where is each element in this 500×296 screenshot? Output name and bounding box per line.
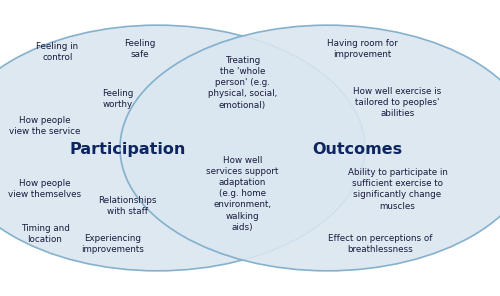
Text: Feeling
worthy: Feeling worthy bbox=[102, 89, 133, 109]
Text: Feeling
safe: Feeling safe bbox=[124, 39, 156, 59]
Text: Having room for
improvement: Having room for improvement bbox=[327, 39, 398, 59]
Ellipse shape bbox=[0, 25, 365, 271]
Ellipse shape bbox=[120, 25, 500, 271]
Text: Feeling in
control: Feeling in control bbox=[36, 42, 78, 62]
Text: Outcomes: Outcomes bbox=[312, 142, 402, 157]
Text: How well exercise is
tailored to peoples'
abilities: How well exercise is tailored to peoples… bbox=[354, 86, 442, 118]
Text: How people
view the service: How people view the service bbox=[10, 116, 81, 136]
Text: Relationships
with staff: Relationships with staff bbox=[98, 196, 157, 216]
Text: Effect on perceptions of
breathlessness: Effect on perceptions of breathlessness bbox=[328, 234, 432, 254]
Text: Treating
the 'whole
person' (e.g.
physical, social,
emotional): Treating the 'whole person' (e.g. physic… bbox=[208, 56, 277, 110]
Text: Experiencing
improvements: Experiencing improvements bbox=[81, 234, 144, 254]
Text: Participation: Participation bbox=[70, 142, 186, 157]
Text: How well
services support
adaptation
(e.g. home
environment,
walking
aids): How well services support adaptation (e.… bbox=[206, 156, 279, 232]
Text: Ability to participate in
sufficient exercise to
significantly change
muscles: Ability to participate in sufficient exe… bbox=[348, 168, 448, 210]
Text: How people
view themselves: How people view themselves bbox=[8, 179, 82, 200]
Text: Timing and
location: Timing and location bbox=[20, 224, 70, 244]
